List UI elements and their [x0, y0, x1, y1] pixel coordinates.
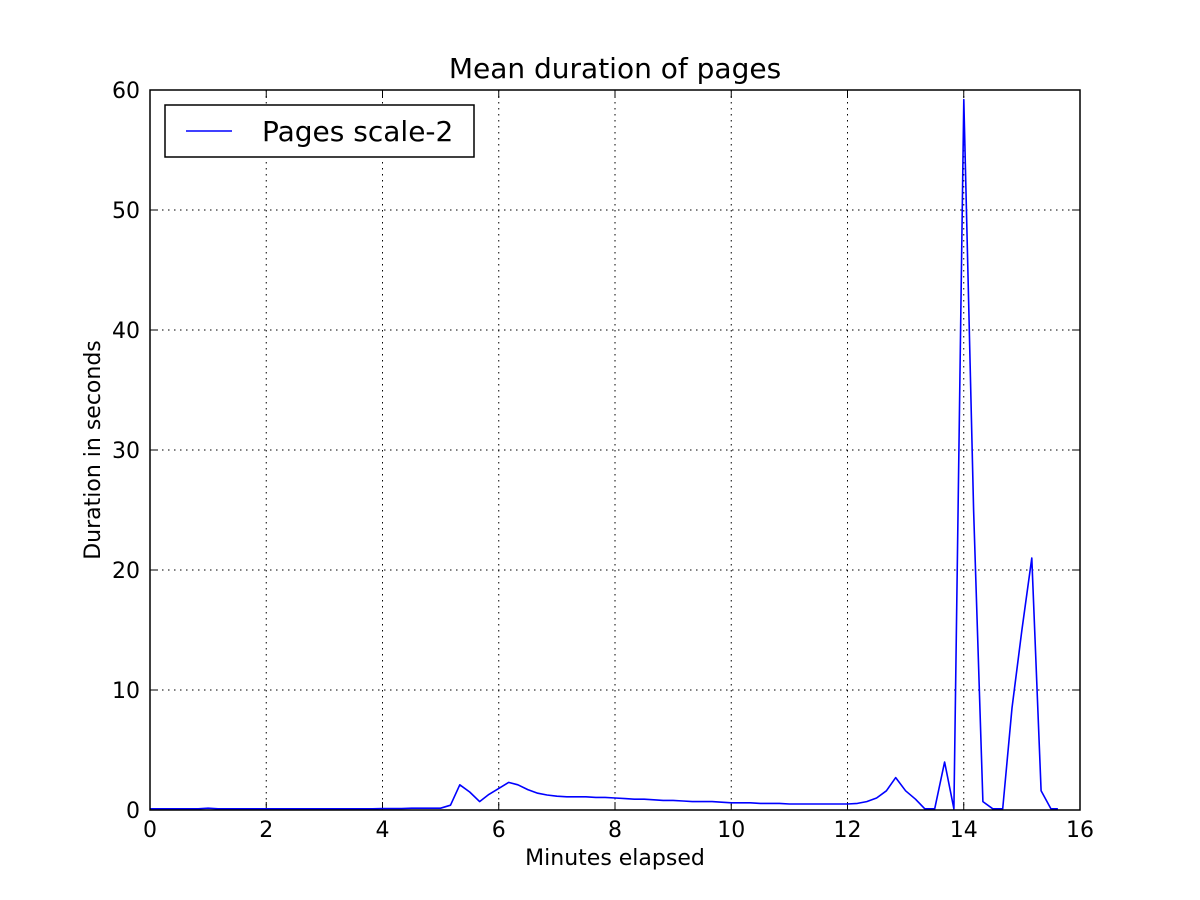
y-tick-label: 30: [112, 439, 140, 464]
x-tick-label: 0: [143, 818, 157, 843]
y-axis-label: Duration in seconds: [81, 340, 106, 560]
x-tick-label: 2: [259, 818, 273, 843]
chart-title: Mean duration of pages: [449, 52, 781, 85]
y-tick-label: 20: [112, 559, 140, 584]
x-tick-label: 14: [950, 818, 978, 843]
axis-ticks: 0 2 4 6 8 10 12 14 16 0 10 20 30 40 50 60: [112, 79, 1094, 843]
y-tick-label: 0: [126, 799, 140, 824]
legend-label: Pages scale-2: [262, 115, 453, 148]
x-axis-label: Minutes elapsed: [525, 846, 705, 871]
y-tick-label: 10: [112, 679, 140, 704]
x-tick-label: 16: [1066, 818, 1094, 843]
x-tick-label: 10: [717, 818, 745, 843]
grid-lines: [149, 89, 1081, 811]
series-lines: [150, 98, 1058, 810]
y-tick-label: 60: [112, 79, 140, 104]
x-tick-label: 4: [376, 818, 390, 843]
x-tick-label: 12: [834, 818, 862, 843]
y-tick-label: 50: [112, 199, 140, 224]
y-tick-label: 40: [112, 319, 140, 344]
plot-frame: [149, 89, 1081, 811]
x-tick-label: 8: [608, 818, 622, 843]
series-line-pages-scale-2: [150, 98, 1058, 810]
x-tick-label: 6: [492, 818, 506, 843]
legend: Pages scale-2: [164, 104, 475, 158]
